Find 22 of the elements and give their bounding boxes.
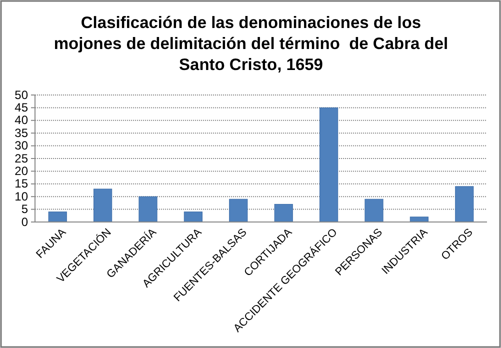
bar	[184, 212, 202, 222]
y-tick-label: 40	[14, 113, 28, 128]
bar	[320, 107, 338, 222]
y-tick-label: 25	[14, 151, 28, 166]
y-tick-label: 35	[14, 126, 28, 140]
y-tick-label: 30	[14, 138, 28, 153]
bar	[455, 186, 474, 222]
bar	[410, 216, 428, 222]
y-tick-label: 45	[14, 100, 28, 115]
y-tick-label: 5	[21, 202, 28, 216]
bar	[138, 196, 158, 222]
y-tick-label: 0	[21, 214, 28, 229]
bar	[48, 212, 67, 222]
y-tick-label: 20	[14, 164, 28, 178]
bar	[94, 188, 112, 222]
chart-title: Clasificación de las denominaciones de los mojones de delimitación del término de Cabra del Santo Cristo, 1659	[54, 14, 448, 74]
y-tick-label: 50	[14, 88, 28, 102]
bar	[364, 198, 384, 222]
bar	[229, 198, 248, 222]
y-tick-label: 10	[14, 189, 28, 204]
bar	[274, 204, 293, 222]
y-tick-label: 15	[14, 176, 28, 191]
